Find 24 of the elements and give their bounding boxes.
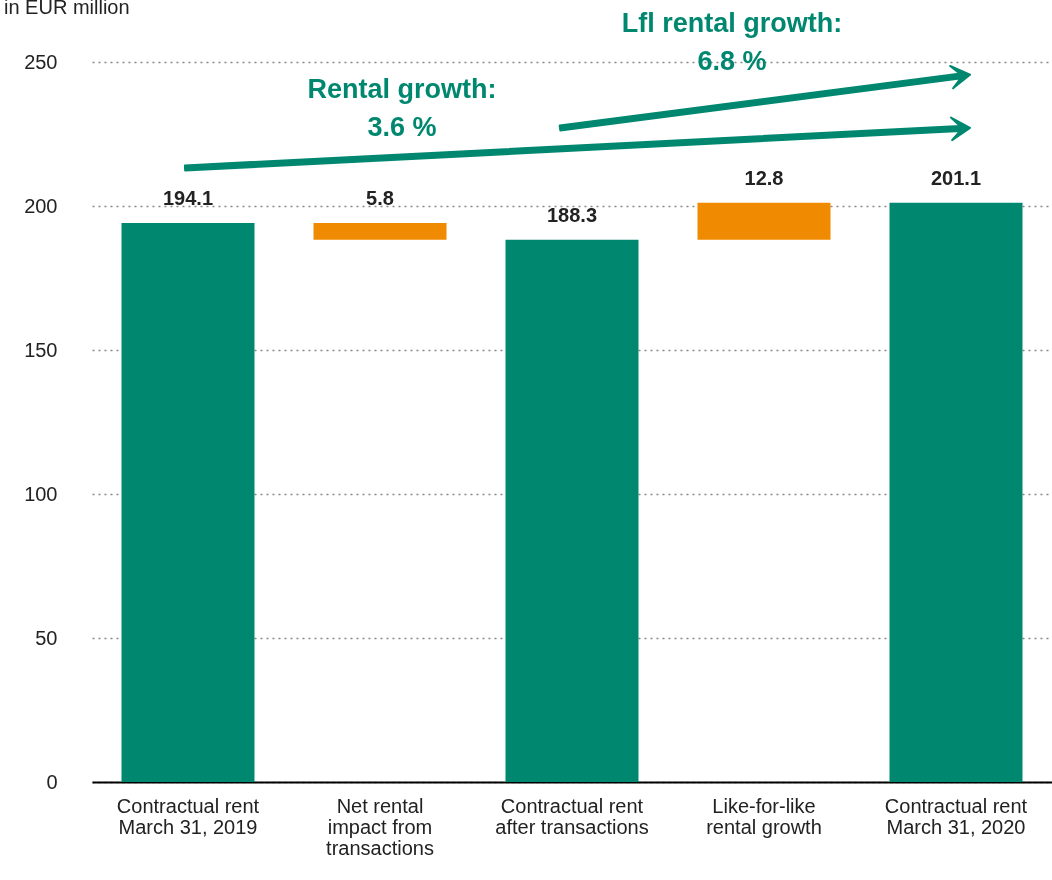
annotation: Rental growth: 3.6 % <box>307 74 497 142</box>
data-label: 188.3 <box>546 203 598 226</box>
y-tick-label: 0 <box>46 770 58 793</box>
y-tick-label: 50 <box>35 626 58 649</box>
bar <box>121 222 255 782</box>
x-tick-label: Like-for-like rental growth <box>706 794 822 838</box>
bar <box>889 202 1023 782</box>
y-axis-title: in EUR million <box>4 0 130 18</box>
data-label: 5.8 <box>366 186 394 209</box>
bar <box>505 239 639 782</box>
bar <box>313 222 447 240</box>
x-tick-label: Contractual rent March 31, 2019 <box>116 794 260 838</box>
y-tick-label: 250 <box>24 50 58 73</box>
x-tick-label: Contractual rent after transactions <box>495 794 649 838</box>
annotation: Lfl rental growth: 6.8 % <box>621 8 843 76</box>
y-tick-label: 200 <box>24 194 58 217</box>
data-label: 12.8 <box>744 166 784 189</box>
data-label: 201.1 <box>930 166 982 189</box>
data-label: 194.1 <box>162 186 214 209</box>
x-tick-label: Contractual rent March 31, 2020 <box>884 794 1028 838</box>
x-tick-label: Net rental impact from transactions <box>326 794 434 859</box>
y-tick-label: 150 <box>24 338 58 361</box>
y-tick-label: 100 <box>24 482 58 505</box>
bar <box>697 202 831 240</box>
